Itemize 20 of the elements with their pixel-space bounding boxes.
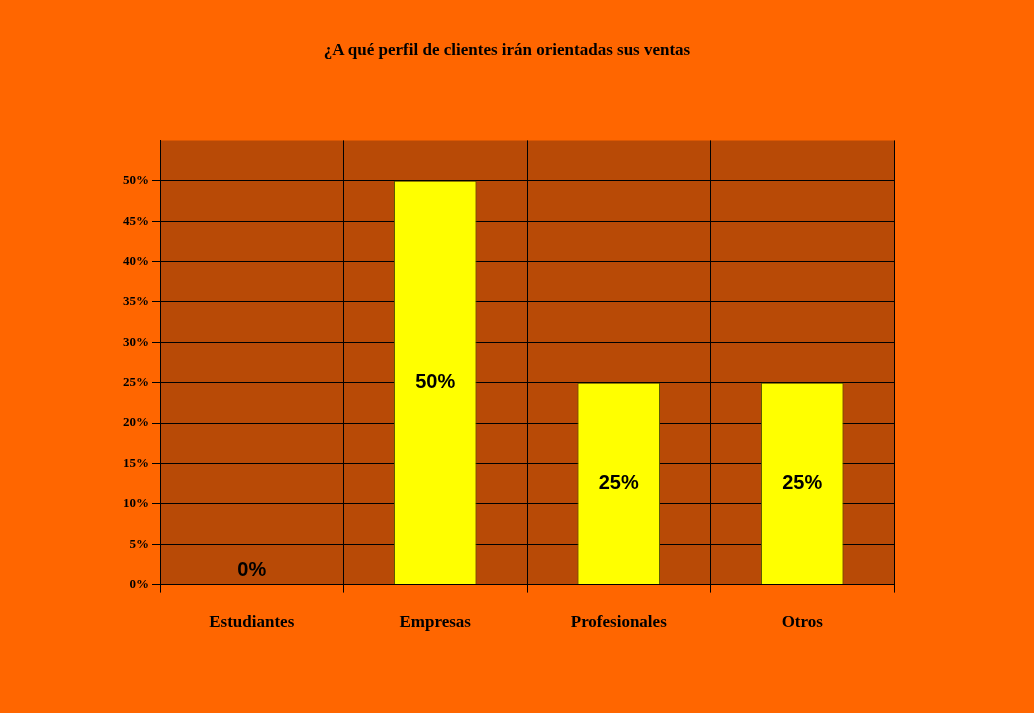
- y-tick-label: 25%: [123, 374, 149, 390]
- x-tick-label: Otros: [781, 612, 824, 632]
- y-tick-label: 10%: [123, 495, 149, 511]
- y-tick-label: 40%: [123, 252, 149, 268]
- x-tick-label: Empresas: [399, 612, 472, 632]
- x-tick-label: Estudiantes: [209, 612, 295, 632]
- data-label: 25%: [598, 470, 639, 493]
- x-tick-label: Profesionales: [570, 612, 668, 632]
- data-label: 50%: [415, 369, 456, 392]
- y-tick-label: 0%: [129, 575, 149, 591]
- y-tick-label: 15%: [123, 454, 149, 470]
- y-tick-label: 45%: [123, 212, 149, 228]
- y-tick-label: 30%: [123, 333, 149, 349]
- chart-title: ¿A qué perfil de clientes irán orientadas sus ventas: [323, 39, 691, 59]
- data-label: 25%: [782, 470, 823, 493]
- data-label: 0%: [237, 558, 267, 581]
- y-tick-label: 20%: [123, 414, 149, 430]
- y-tick-label: 35%: [123, 293, 149, 309]
- y-tick-label: 5%: [129, 535, 149, 551]
- y-tick-label: 50%: [123, 172, 149, 188]
